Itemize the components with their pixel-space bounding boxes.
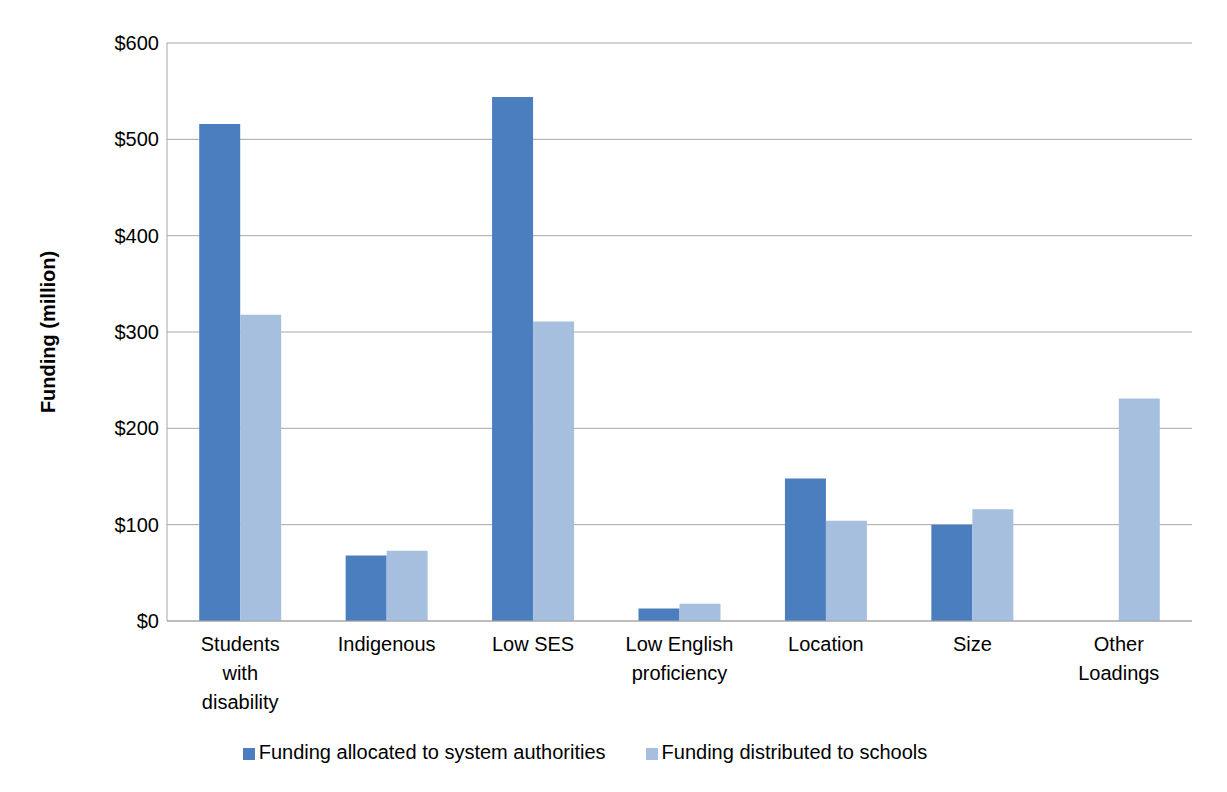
svg-text:$100: $100 [115,514,160,536]
svg-text:Size: Size [953,633,992,655]
html-text:Funding distributed to schools: Funding distributed to schools [661,741,928,763]
svg-text:Location: Location [788,633,864,655]
html-text:Funding allocated to system au: Funding allocated to system authorities [258,741,606,763]
svg-text:$300: $300 [115,321,160,343]
svg-text:$600: $600 [115,32,160,54]
svg-text:Funding (million): Funding (million) [37,251,59,413]
svg-text:OtherLoadings: OtherLoadings [1078,633,1159,684]
svg-text:$200: $200 [115,417,160,439]
svg-text:$0: $0 [137,610,159,632]
svg-text:$500: $500 [115,128,160,150]
svg-text:Low Englishproficiency: Low Englishproficiency [626,633,734,684]
svg-text:Low SES: Low SES [492,633,574,655]
svg-text:$400: $400 [115,225,160,247]
svg-text:Studentswithdisability: Studentswithdisability [201,633,280,713]
svg-text:Indigenous: Indigenous [338,633,436,655]
